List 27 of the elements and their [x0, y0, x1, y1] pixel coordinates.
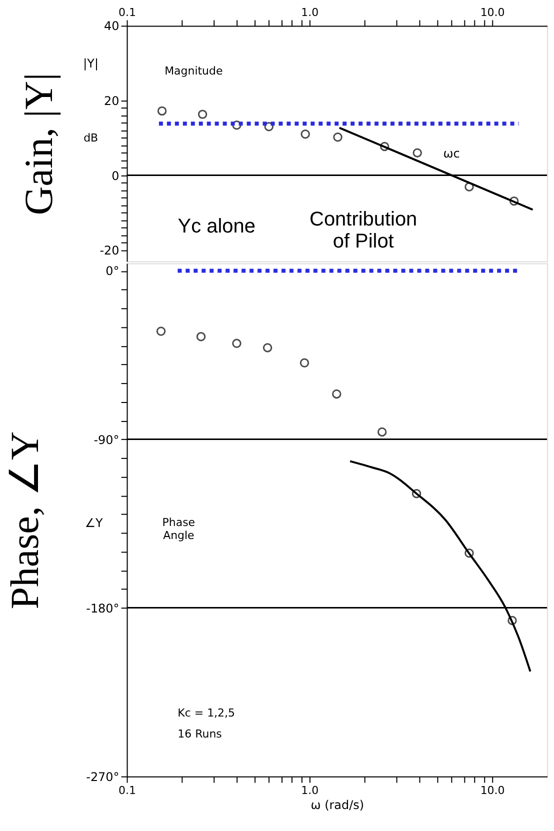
annotation: ωc — [443, 146, 460, 160]
annotation: Contribution of Pilot — [310, 208, 418, 252]
x-tick-label: 10.0 — [480, 784, 505, 797]
x-tick-label: 0.1 — [118, 6, 136, 20]
y-tick-label: 0° — [106, 264, 120, 278]
y-axis-title: Gain, |Y| — [16, 72, 61, 216]
x-tick-label: 0.1 — [118, 784, 136, 797]
x-tick-label: 10.0 — [480, 6, 505, 20]
text: |Y| — [83, 56, 99, 71]
annotation: Phase Angle — [162, 516, 196, 542]
y-tick-label: -90° — [94, 432, 120, 447]
y-tick-label: 20 — [104, 94, 120, 108]
text: dB — [84, 131, 98, 144]
annotation: Yc alone — [178, 215, 256, 238]
y-tick-label: 0 — [112, 168, 120, 183]
annotation: Kc = 1,2,5 — [178, 706, 235, 720]
x-tick-label: 1.0 — [301, 6, 319, 20]
x-tick-label: 1.0 — [301, 784, 319, 797]
y-tick-label: -270° — [86, 770, 120, 784]
text: ∠Y — [84, 516, 104, 530]
annotation: Magnitude — [164, 64, 223, 78]
y-tick-label: -20 — [100, 244, 120, 258]
y-tick-label: 40 — [104, 19, 120, 34]
annotation: 16 Runs — [178, 727, 222, 740]
y-axis-title: Phase, ∠Y — [2, 431, 48, 610]
x-axis-title: ω (rad/s) — [310, 798, 364, 812]
y-tick-label: -180° — [86, 601, 120, 616]
